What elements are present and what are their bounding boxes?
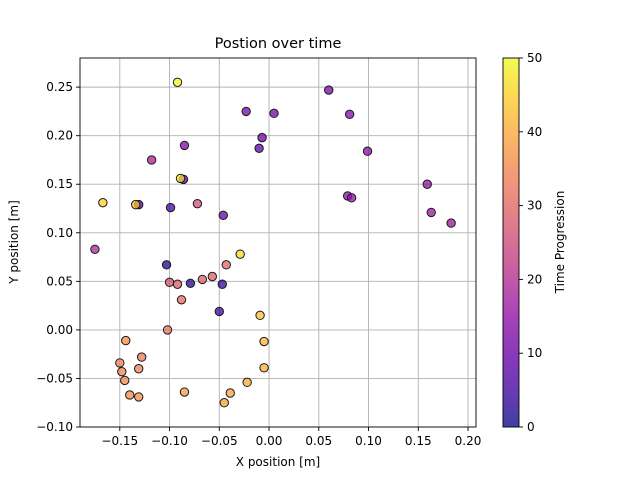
data-point [257,132,267,143]
x-tick-label: 0.15 [405,434,432,448]
data-point [225,388,235,398]
data-point [120,375,130,386]
data-point [426,207,436,218]
data-point [179,387,190,397]
data-point [259,336,269,347]
colorbar-tick-label: 30 [527,199,542,213]
plot-frame [79,57,477,428]
data-point [176,295,187,305]
x-tick-label: −0.15 [101,434,138,448]
x-tick-label: −0.10 [151,434,188,448]
data-point [207,271,218,282]
data-points [90,77,456,408]
data-point [162,325,173,335]
data-point [192,198,203,209]
data-point [175,173,186,184]
data-point [131,199,141,210]
data-point [362,146,373,156]
colorbar [503,58,519,427]
y-tick-label: 0.00 [46,323,73,337]
data-point [172,77,183,87]
x-axis-label: X position [m] [236,455,320,469]
colorbar-tick-label: 10 [527,346,542,360]
data-point [161,260,172,270]
data-point [214,306,225,317]
data-point [98,197,108,208]
data-point [422,179,432,189]
data-point [146,155,157,165]
data-point [446,218,456,228]
colorbar-label: Time Progression [553,191,567,295]
data-point [115,358,125,368]
x-tick-label: 0.05 [305,434,332,448]
data-point [165,202,176,213]
chart-title: Postion over time [215,36,342,52]
y-tick-label: 0.25 [46,80,73,94]
data-point [218,210,228,221]
data-point [344,109,355,120]
data-point [179,140,190,151]
colorbar-tick-label: 50 [527,51,542,65]
y-axis-label: Y position [m] [7,200,21,285]
data-point [269,108,279,119]
y-tick-label: −0.05 [36,371,73,385]
y-tick-label: 0.15 [46,177,73,191]
data-point [172,279,183,289]
data-point [255,310,265,321]
data-point [90,244,100,255]
y-tick-label: 0.10 [46,226,73,240]
data-point [117,366,127,377]
data-point [346,193,357,203]
data-point [254,143,264,154]
x-axis-ticks: −0.15 −0.10 −0.05 0.00 0.05 0.10 0.15 0.20 [101,427,481,448]
y-tick-label: 0.20 [46,129,73,143]
colorbar-tick-label: 0 [527,420,535,434]
data-point [197,274,208,285]
y-axis-ticks: −0.10 −0.05 0.00 0.05 0.10 0.15 0.20 0.25 [36,80,80,434]
y-tick-label: 0.05 [46,274,73,288]
x-tick-label: 0.10 [355,434,382,448]
data-point [125,390,135,400]
grid [80,58,476,428]
y-tick-label: −0.10 [36,420,73,434]
data-point [221,260,231,270]
data-point [134,392,144,402]
data-point [185,278,196,288]
x-tick-label: −0.05 [201,434,238,448]
data-point [134,364,144,374]
data-point [259,363,269,373]
data-point [235,249,245,259]
x-tick-label: 0.00 [256,434,283,448]
data-point [217,279,227,289]
data-point [164,277,175,288]
colorbar-frame [502,57,520,428]
colorbar-tick-label: 40 [527,125,542,139]
data-point [324,85,334,95]
data-point [242,377,252,388]
colorbar-tick-label: 20 [527,272,542,286]
data-point [219,398,229,408]
data-point [241,106,251,117]
data-point [121,335,131,346]
colorbar-ticks: 0 10 20 30 40 50 [519,51,542,434]
x-tick-label: 0.20 [455,434,482,448]
data-point [136,352,147,362]
